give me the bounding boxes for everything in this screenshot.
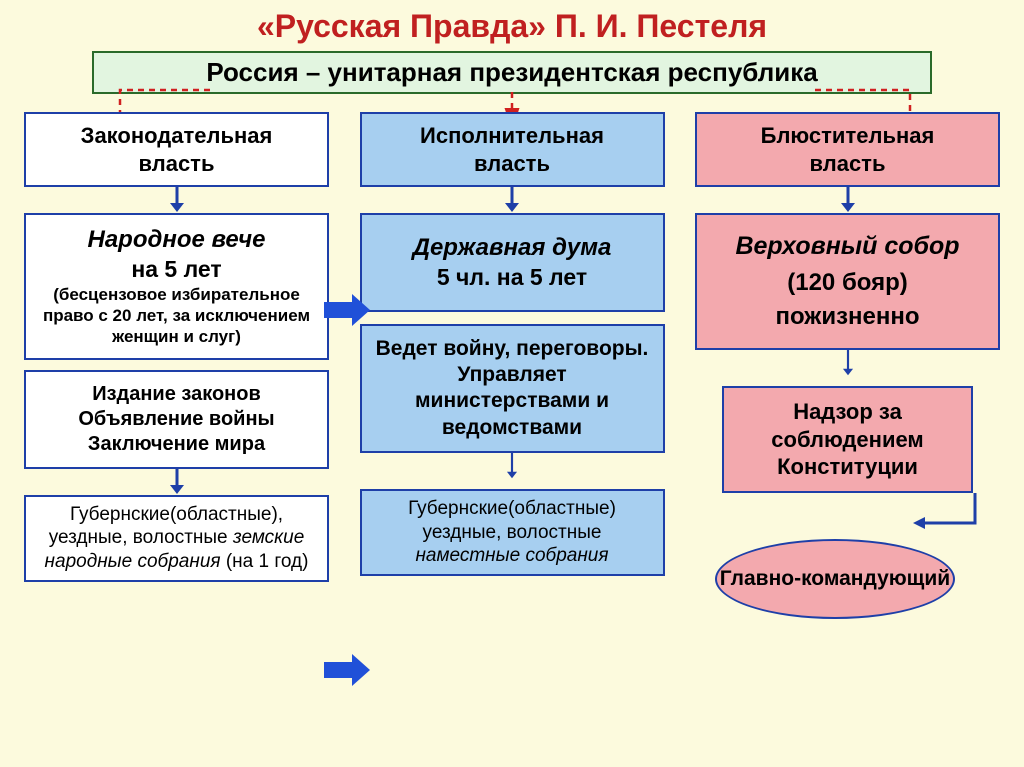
- local-italic: наместные собрания: [370, 544, 655, 568]
- col-legislative: Законодательная власть Народное вече на …: [24, 112, 329, 619]
- local-plain: Губернские(областные) уездные, волостные: [408, 498, 616, 543]
- executive-local: Губернские(областные) уездные, волостные…: [360, 489, 665, 576]
- arrow-icon: [167, 187, 187, 213]
- veche-title: Народное вече: [34, 225, 319, 255]
- legislative-main: Народное вече на 5 лет (бесцензовое изби…: [24, 213, 329, 360]
- arrow-icon: [167, 469, 187, 495]
- supervisory-functions: Надзор за соблюдением Конституции: [722, 386, 972, 493]
- supervisory-main: Верховный собор (120 бояр) пожизненно: [695, 213, 1000, 350]
- executive-functions: Ведет войну, переговоры. Управляет минис…: [360, 324, 665, 453]
- commander-ellipse: Главно-командующий: [715, 539, 955, 619]
- sobor-title: Верховный собор: [705, 231, 990, 262]
- executive-header: Исполнительная власть: [360, 112, 665, 187]
- legislative-header: Законодательная власть: [24, 112, 329, 187]
- duma-title: Державная дума: [370, 233, 655, 263]
- arrow-icon: [695, 493, 1000, 539]
- columns-wrap: Законодательная власть Народное вече на …: [0, 112, 1024, 619]
- col-supervisory: Блюстительная власть Верховный собор (12…: [695, 112, 1000, 619]
- sobor-count: (120 бояр): [705, 268, 990, 298]
- sobor-term: пожизненно: [705, 302, 990, 332]
- arrow-icon: [502, 453, 522, 489]
- executive-main: Державная дума 5 чл. на 5 лет: [360, 213, 665, 312]
- arrow-icon: [502, 187, 522, 213]
- commander-label: Главно-командующий: [720, 567, 950, 591]
- legislative-functions: Издание законов Объявление войны Заключе…: [24, 370, 329, 469]
- subtitle-box: Россия – унитарная президентская республ…: [92, 51, 932, 94]
- legislative-local: Губернские(областные), уездные, волостны…: [24, 495, 329, 582]
- supervisory-header: Блюстительная власть: [695, 112, 1000, 187]
- arrow-icon: [838, 350, 858, 386]
- page-title: «Русская Правда» П. И. Пестеля: [0, 0, 1024, 51]
- col-executive: Исполнительная власть Державная дума 5 ч…: [360, 112, 665, 619]
- local-tail: (на 1 год): [221, 551, 309, 572]
- veche-term: на 5 лет: [34, 255, 319, 284]
- duma-term: 5 чл. на 5 лет: [370, 263, 655, 292]
- h-arrow-icon: [324, 650, 372, 690]
- veche-note: (бесцензовое избирательное право с 20 ле…: [34, 284, 319, 348]
- arrow-icon: [838, 187, 858, 213]
